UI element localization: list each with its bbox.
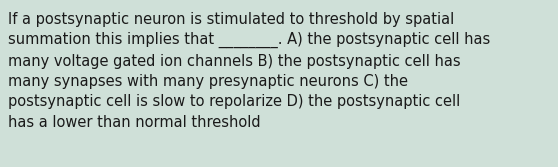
Text: If a postsynaptic neuron is stimulated to threshold by spatial
summation this im: If a postsynaptic neuron is stimulated t…	[8, 12, 490, 130]
